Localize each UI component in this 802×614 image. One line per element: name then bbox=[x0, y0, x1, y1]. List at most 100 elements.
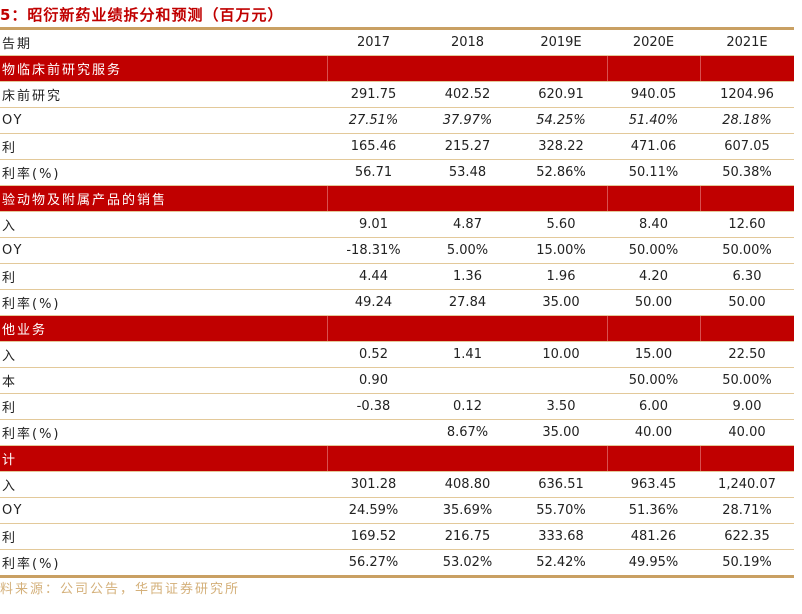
header-label: 告期 bbox=[0, 28, 327, 56]
cell-value: 53.02% bbox=[420, 549, 515, 577]
cell-value: 50.11% bbox=[607, 159, 700, 186]
cell-value: 53.48 bbox=[420, 159, 515, 186]
header-row: 告期 2017 2018 2019E 2020E 2021E bbox=[0, 28, 794, 56]
section-title: 他业务 bbox=[0, 315, 327, 342]
cell-value: 52.86% bbox=[515, 159, 607, 186]
cell-value: 56.27% bbox=[327, 549, 420, 577]
section-fill bbox=[699, 445, 794, 472]
cell-value: 10.00 bbox=[515, 341, 607, 368]
cell-value: 481.26 bbox=[607, 523, 700, 550]
cell-value: 50.00% bbox=[700, 367, 794, 394]
table-row: 利 165.46 215.27 328.22 471.06 607.05 bbox=[0, 133, 794, 160]
cell-value: 40.00 bbox=[607, 419, 700, 446]
cell-value: 22.50 bbox=[700, 341, 794, 368]
cell-value: 40.00 bbox=[700, 419, 794, 446]
cell-value: 15.00 bbox=[607, 341, 700, 368]
table-row: 利率(%) 56.71 53.48 52.86% 50.11% 50.38% bbox=[0, 159, 794, 186]
table-row: 床前研究 291.75 402.52 620.91 940.05 1204.96 bbox=[0, 81, 794, 108]
cell-value: 408.80 bbox=[420, 471, 515, 498]
section-title: 验动物及附属产品的销售 bbox=[0, 185, 327, 212]
cell-value: 301.28 bbox=[327, 471, 420, 498]
section-fill bbox=[699, 55, 794, 82]
cell-value: 620.91 bbox=[515, 81, 607, 108]
cell-value: 0.90 bbox=[327, 367, 420, 394]
table-row: 入 301.28 408.80 636.51 963.45 1,240.07 bbox=[0, 471, 794, 498]
cell-value: 4.44 bbox=[327, 263, 420, 290]
section-fill bbox=[699, 185, 794, 212]
cell-value: 291.75 bbox=[327, 81, 420, 108]
row-label: 入 bbox=[0, 471, 327, 498]
cell-value: 8.40 bbox=[607, 211, 700, 238]
cell-value: 35.00 bbox=[515, 419, 607, 446]
cell-value: 1204.96 bbox=[700, 81, 794, 108]
cell-value: -18.31% bbox=[327, 237, 420, 264]
table-row: OY 27.51% 37.97% 54.25% 51.40% 28.18% bbox=[0, 107, 794, 134]
year-header: 2018 bbox=[420, 28, 515, 56]
table-row: 本 0.90 50.00% 50.00% bbox=[0, 367, 794, 394]
section-header-row: 计 bbox=[0, 445, 794, 472]
section-fill bbox=[326, 185, 607, 212]
section-fill bbox=[326, 445, 607, 472]
table-title: 5：昭衍新药业绩拆分和预测（百万元） bbox=[0, 6, 284, 24]
section-title: 计 bbox=[0, 445, 327, 472]
table-row: 入 9.01 4.87 5.60 8.40 12.60 bbox=[0, 211, 794, 238]
cell-value: 165.46 bbox=[327, 133, 420, 160]
section-fill bbox=[326, 315, 607, 342]
cell-value: 50.00 bbox=[700, 289, 794, 316]
cell-value: 9.00 bbox=[700, 393, 794, 420]
year-header: 2020E bbox=[607, 28, 700, 56]
cell-value: 50.19% bbox=[700, 549, 794, 577]
cell-value: 51.36% bbox=[607, 497, 700, 524]
cell-value: 333.68 bbox=[515, 523, 607, 550]
year-header: 2019E bbox=[515, 28, 607, 56]
cell-value: 607.05 bbox=[700, 133, 794, 160]
section-fill bbox=[606, 55, 700, 82]
cell-value: -0.38 bbox=[327, 393, 420, 420]
row-label: OY bbox=[0, 237, 327, 264]
cell-value: 636.51 bbox=[515, 471, 607, 498]
cell-value: 54.25% bbox=[515, 107, 607, 134]
cell-value: 8.67% bbox=[420, 419, 515, 446]
cell-value: 3.50 bbox=[515, 393, 607, 420]
cell-value: 27.51% bbox=[327, 107, 420, 134]
section-header-row: 他业务 bbox=[0, 315, 794, 342]
cell-value: 49.95% bbox=[607, 549, 700, 577]
cell-value bbox=[420, 367, 515, 394]
cell-value: 6.00 bbox=[607, 393, 700, 420]
financial-table: 告期 2017 2018 2019E 2020E 2021E 物临床前研究服务床… bbox=[0, 27, 794, 578]
cell-value: 0.52 bbox=[327, 341, 420, 368]
section-title: 物临床前研究服务 bbox=[0, 55, 327, 82]
cell-value: 50.00% bbox=[607, 367, 700, 394]
cell-value: 27.84 bbox=[420, 289, 515, 316]
row-label: 利 bbox=[0, 133, 327, 160]
row-label: 床前研究 bbox=[0, 81, 327, 108]
cell-value: 15.00% bbox=[515, 237, 607, 264]
table-row: 利 4.44 1.36 1.96 4.20 6.30 bbox=[0, 263, 794, 290]
cell-value: 402.52 bbox=[420, 81, 515, 108]
cell-value: 28.18% bbox=[700, 107, 794, 134]
cell-value: 4.20 bbox=[607, 263, 700, 290]
cell-value: 28.71% bbox=[700, 497, 794, 524]
table-row: 利 169.52 216.75 333.68 481.26 622.35 bbox=[0, 523, 794, 550]
cell-value: 1.96 bbox=[515, 263, 607, 290]
cell-value: 1.36 bbox=[420, 263, 515, 290]
cell-value: 52.42% bbox=[515, 549, 607, 577]
section-fill bbox=[606, 315, 700, 342]
row-label: OY bbox=[0, 497, 327, 524]
cell-value: 5.00% bbox=[420, 237, 515, 264]
row-label: 入 bbox=[0, 341, 327, 368]
cell-value: 169.52 bbox=[327, 523, 420, 550]
row-label: 本 bbox=[0, 367, 327, 394]
cell-value: 50.38% bbox=[700, 159, 794, 186]
row-label: 利率(%) bbox=[0, 549, 327, 577]
cell-value: 56.71 bbox=[327, 159, 420, 186]
cell-value: 328.22 bbox=[515, 133, 607, 160]
year-header: 2021E bbox=[700, 28, 794, 56]
cell-value: 49.24 bbox=[327, 289, 420, 316]
row-label: 利率(%) bbox=[0, 159, 327, 186]
section-fill bbox=[606, 185, 700, 212]
cell-value: 24.59% bbox=[327, 497, 420, 524]
row-label: OY bbox=[0, 107, 327, 134]
section-header-row: 物临床前研究服务 bbox=[0, 55, 794, 82]
cell-value: 622.35 bbox=[700, 523, 794, 550]
